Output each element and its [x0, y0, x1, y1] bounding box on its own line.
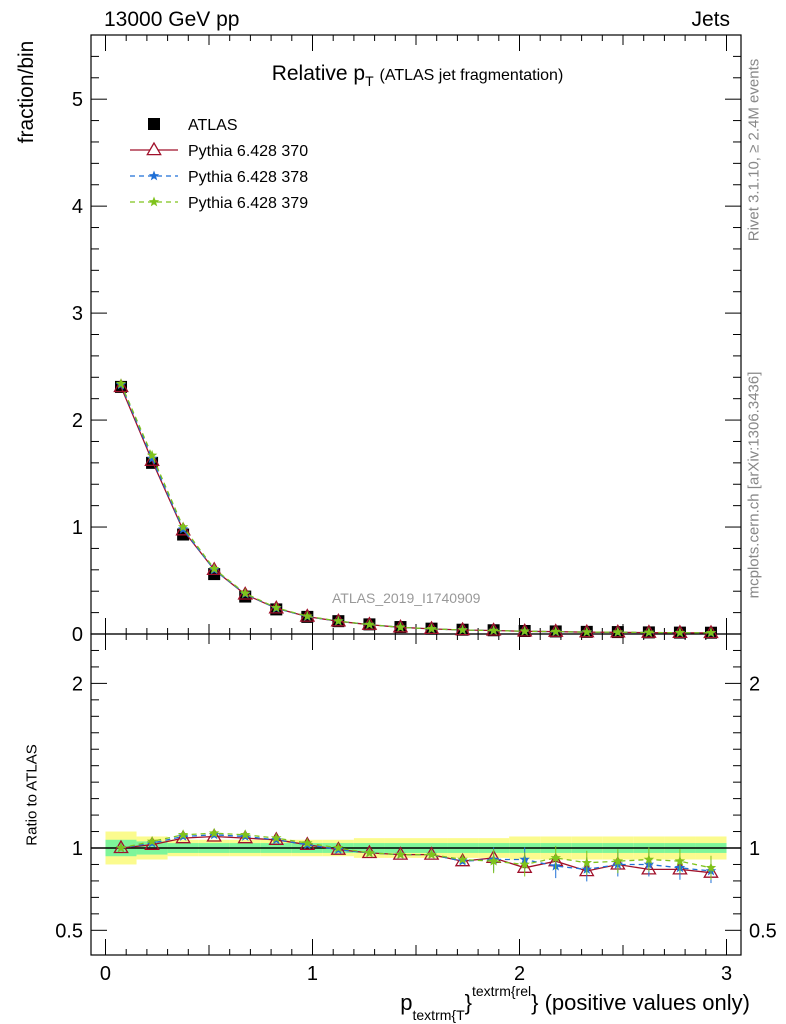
mc-series-point: [705, 627, 717, 638]
mc-series-point: [581, 626, 592, 637]
legend-marker: [146, 141, 162, 156]
y-tick-label-main: 1: [72, 517, 83, 539]
mc-series-point: [240, 587, 251, 598]
ratio-series-point: [333, 842, 344, 853]
ratio-series-point: [643, 854, 655, 864]
ratio-series-point: [550, 852, 561, 863]
mc-series-point: [302, 610, 313, 621]
mc-series-point: [612, 626, 624, 637]
mc-series-point: [395, 621, 406, 632]
y-tick-label-main: 3: [72, 303, 83, 325]
ratio-series-point: [395, 849, 406, 859]
x-tick-label: 3: [721, 963, 732, 985]
mc-series-point: [333, 615, 344, 626]
header-process-label: Jets: [691, 8, 730, 31]
x-axis-label-rest: } (positive values only): [531, 990, 750, 1015]
y-tick-label-main: 2: [72, 410, 83, 432]
legend-entry-label: Pythia 6.428 370: [188, 143, 308, 160]
ratio-series-point: [115, 842, 127, 853]
y-tick-label-ratio-right: 1: [749, 838, 760, 860]
x-tick-label: 2: [514, 963, 525, 985]
y-tick-label-ratio-right: 0.5: [749, 920, 777, 942]
y-tick-label-ratio: 2: [72, 673, 83, 695]
title-main: Relative p: [271, 62, 366, 85]
y-tick-label-main: 5: [72, 89, 83, 111]
mc-series-point: [146, 449, 158, 460]
y-tick-label-ratio: 1: [72, 838, 83, 860]
ratio-series-point: [488, 855, 499, 866]
ratio-series-point: [705, 862, 717, 873]
legend-entry-label: Pythia 6.428 379: [188, 195, 308, 212]
x-axis-label: ptextrm{T}textrm{rel} (positive values o…: [400, 983, 750, 1023]
header-energy-label: 13000 GeV pp: [104, 8, 240, 31]
ratio-series-point: [271, 832, 282, 843]
x-tick-label: 0: [100, 963, 111, 985]
legend-entry-label: ATLAS: [188, 117, 238, 134]
mc-series-point: [674, 627, 686, 638]
mc-series-point: [113, 378, 129, 393]
legend-marker-atlas: [148, 118, 160, 130]
ratio-plot-frame: [90, 633, 742, 956]
ratio-series-point: [674, 855, 686, 866]
legend-entry-label: Pythia 6.428 378: [188, 169, 308, 186]
mc-series-point: [271, 602, 282, 613]
mc-series-point: [457, 624, 468, 635]
rivet-version-label: Rivet 3.1.10, ≥ 2.4M events: [745, 58, 763, 242]
chart-title: Relative pT (ATLAS jet fragmentation): [0, 62, 786, 89]
title-subscript: T: [365, 73, 374, 89]
ratio-series-point: [426, 849, 437, 859]
legend-marker: [148, 196, 160, 207]
title-paren: (ATLAS jet fragmentation): [379, 67, 564, 84]
mcplots-url-label: mcplots.cern.ch [arXiv:1306.3436]: [745, 371, 763, 599]
y-tick-label-ratio-right: 2: [749, 673, 760, 695]
y-axis-label-main: fraction/bin: [15, 40, 38, 144]
ratio-series-point: [457, 854, 468, 864]
x-axis-label-sup: textrm{rel: [471, 983, 532, 999]
ratio-series-line: [120, 832, 712, 869]
ratio-series-point: [177, 829, 189, 840]
mc-series-point: [364, 619, 375, 629]
x-axis-label-p: p: [400, 990, 413, 1015]
ratio-series-point: [146, 835, 158, 846]
ratio-series-point: [208, 827, 220, 838]
ratio-series-point: [240, 829, 251, 840]
ratio-series-point: [302, 837, 313, 848]
mc-series-point: [144, 452, 160, 466]
x-axis-label-brace: }: [464, 990, 472, 1015]
mc-series-point: [115, 378, 127, 389]
y-tick-label-main: 0: [72, 624, 83, 646]
mc-series-point: [177, 521, 189, 532]
analysis-watermark: ATLAS_2019_I1740909: [332, 590, 481, 606]
y-axis-label-ratio: Ratio to ATLAS: [23, 744, 41, 846]
legend-marker: [148, 170, 160, 181]
x-tick-label: 1: [307, 963, 318, 985]
ratio-series-point: [364, 847, 375, 858]
ratio-series-point: [519, 859, 530, 869]
ratio-series-point: [581, 857, 592, 868]
ratio-series-point: [612, 855, 624, 866]
mc-series-point: [519, 625, 530, 636]
mc-series-point: [643, 627, 655, 637]
y-tick-label-ratio: 0.5: [55, 920, 83, 942]
mc-series-point: [208, 563, 220, 574]
mc-series-point: [488, 625, 499, 635]
y-tick-label-main: 4: [72, 196, 83, 218]
mc-series-line: [120, 383, 712, 634]
mc-series-point: [146, 453, 158, 463]
mc-series-point: [550, 626, 561, 637]
x-axis-label-sub: textrm{T: [412, 1007, 465, 1023]
mc-series-point: [426, 623, 437, 634]
